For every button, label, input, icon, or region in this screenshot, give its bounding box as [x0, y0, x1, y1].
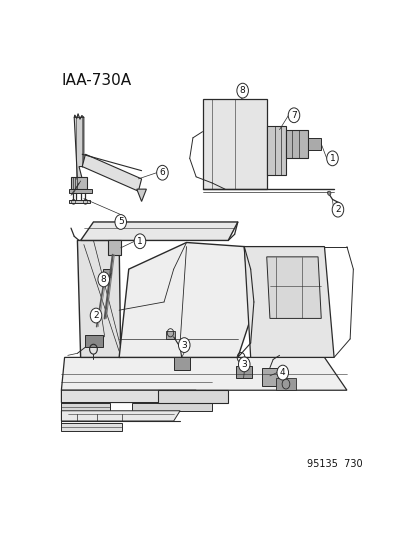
Polygon shape	[77, 240, 121, 358]
Text: 8: 8	[101, 275, 106, 284]
Polygon shape	[61, 402, 109, 411]
Polygon shape	[61, 411, 180, 421]
Polygon shape	[85, 335, 103, 347]
Text: 4: 4	[279, 368, 285, 377]
Polygon shape	[69, 189, 92, 193]
Text: 2: 2	[335, 205, 340, 214]
Circle shape	[327, 191, 330, 195]
Text: 1: 1	[329, 154, 335, 163]
Text: 1: 1	[137, 237, 142, 246]
Polygon shape	[285, 130, 308, 158]
Polygon shape	[136, 189, 146, 201]
Text: IAA-730A: IAA-730A	[61, 73, 131, 88]
Polygon shape	[236, 366, 252, 378]
Polygon shape	[244, 247, 333, 358]
Text: 8: 8	[239, 86, 245, 95]
Polygon shape	[157, 390, 228, 402]
Polygon shape	[61, 423, 122, 431]
Polygon shape	[266, 126, 285, 175]
Polygon shape	[103, 269, 111, 277]
Polygon shape	[82, 154, 141, 191]
Text: 5: 5	[118, 217, 123, 227]
Circle shape	[236, 83, 248, 98]
Polygon shape	[61, 390, 196, 402]
Polygon shape	[132, 402, 212, 411]
Polygon shape	[81, 222, 237, 240]
Circle shape	[156, 165, 168, 180]
Text: 95135  730: 95135 730	[306, 459, 362, 470]
Polygon shape	[74, 117, 83, 179]
Circle shape	[326, 151, 337, 166]
Circle shape	[178, 338, 190, 352]
Polygon shape	[202, 99, 266, 189]
Text: 3: 3	[181, 341, 187, 350]
Polygon shape	[308, 138, 320, 150]
Polygon shape	[108, 240, 121, 255]
Circle shape	[134, 234, 145, 248]
Circle shape	[276, 365, 288, 380]
Circle shape	[98, 272, 109, 287]
Polygon shape	[261, 368, 282, 386]
Text: 7: 7	[290, 111, 296, 120]
Polygon shape	[61, 358, 346, 390]
Text: 3: 3	[241, 360, 247, 369]
Polygon shape	[276, 378, 295, 390]
Text: 6: 6	[159, 168, 165, 177]
Circle shape	[115, 215, 126, 229]
Circle shape	[90, 308, 102, 323]
Circle shape	[287, 108, 299, 123]
Circle shape	[331, 202, 343, 217]
Polygon shape	[165, 330, 175, 339]
Polygon shape	[69, 200, 90, 204]
Circle shape	[238, 357, 249, 372]
Polygon shape	[119, 243, 250, 358]
Text: 2: 2	[93, 311, 99, 320]
Polygon shape	[266, 257, 320, 318]
Polygon shape	[173, 358, 189, 370]
Polygon shape	[71, 177, 87, 189]
